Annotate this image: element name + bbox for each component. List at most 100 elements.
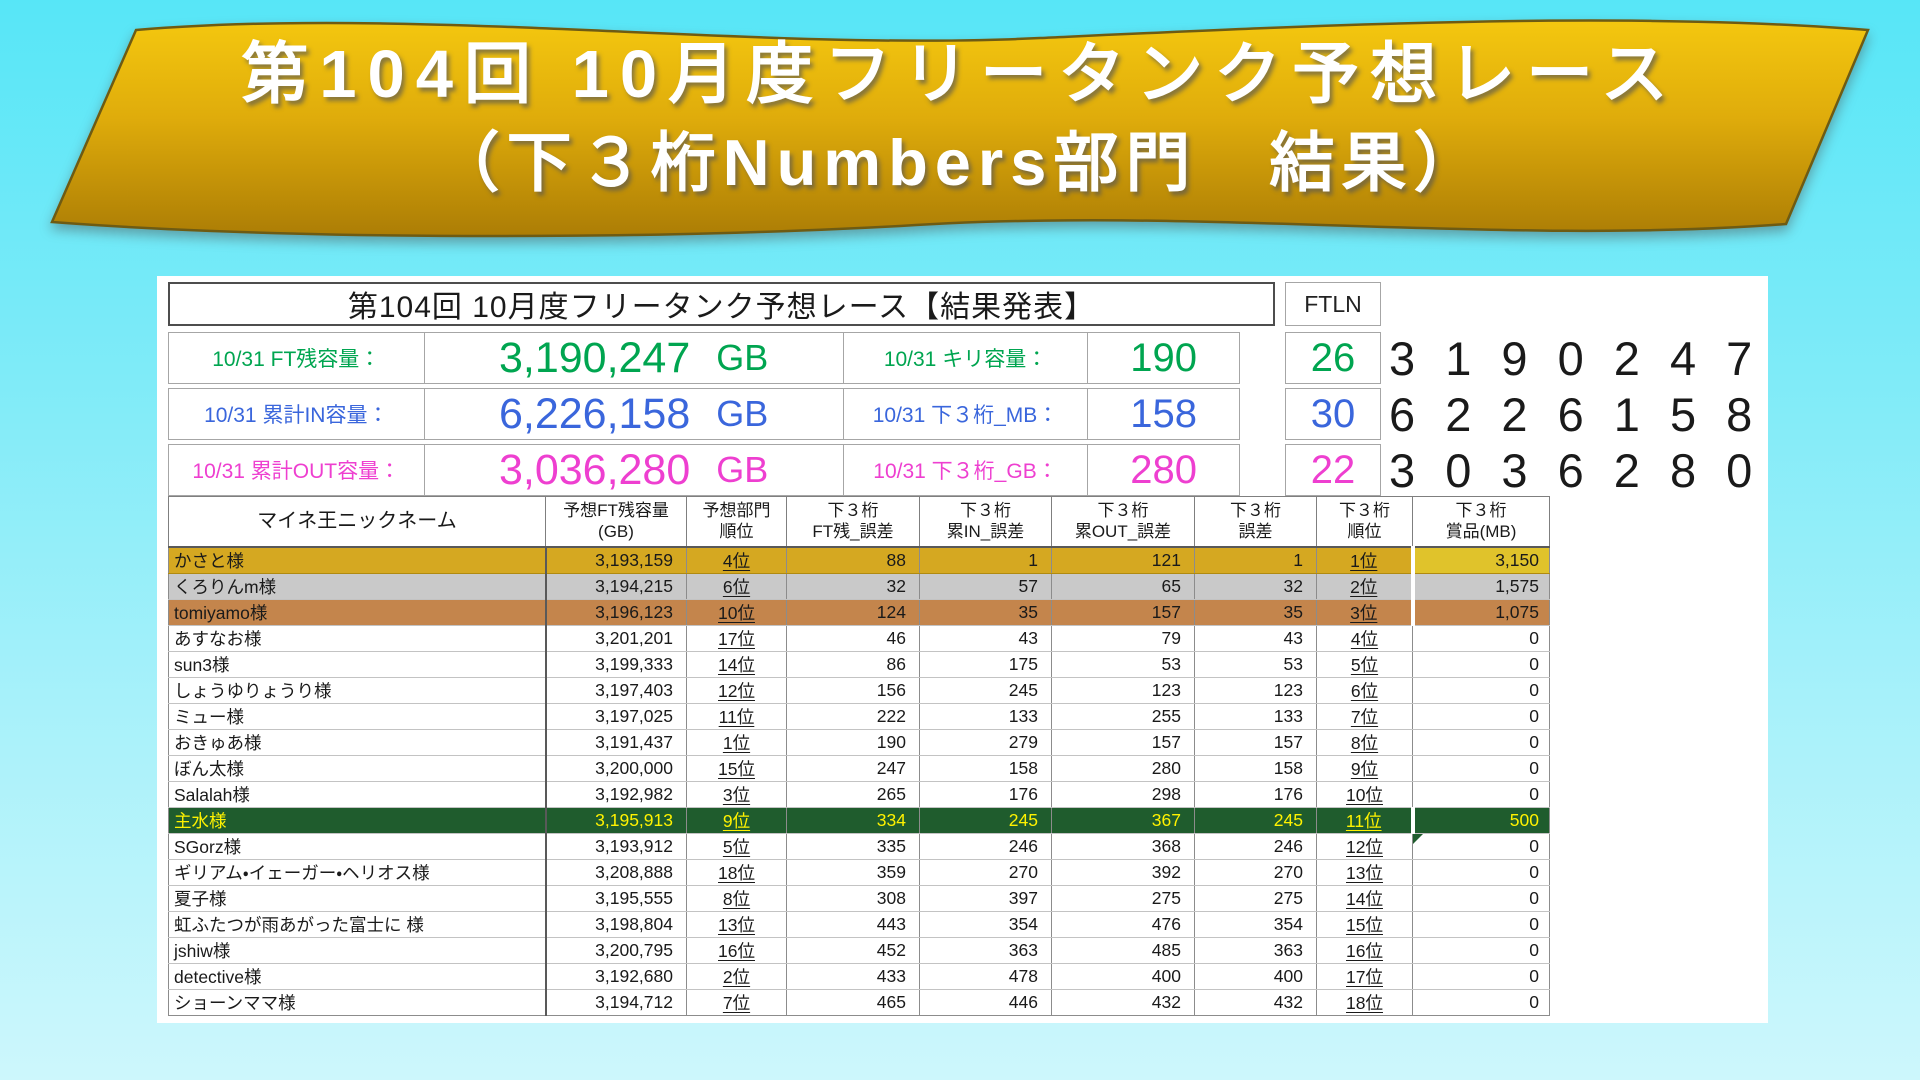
cell-in-err[interactable]: 397 (919, 884, 1052, 912)
cell-err[interactable]: 43 (1194, 624, 1317, 652)
cell-rank[interactable]: 2位 (1316, 572, 1413, 600)
cell-out-err[interactable]: 485 (1051, 936, 1195, 964)
cell-ft-err[interactable]: 335 (786, 832, 920, 860)
cell-capacity[interactable]: 3,197,025 (544, 702, 687, 730)
table-row[interactable]: jshiw様 3,200,795 16位 452 363 485 363 16位… (168, 936, 1550, 964)
cell-err[interactable]: 158 (1194, 754, 1317, 782)
cell-capacity[interactable]: 3,200,795 (544, 936, 687, 964)
cell-err[interactable]: 133 (1194, 702, 1317, 730)
table-row[interactable]: sun3様 3,199,333 14位 86 175 53 53 5位 0 (168, 650, 1550, 678)
cell-in-err[interactable]: 43 (919, 624, 1052, 652)
cell-nickname[interactable]: ギリアム・イェーガー・ヘリオス様 (168, 858, 546, 886)
cell-ft-err[interactable]: 465 (786, 988, 920, 1016)
cell-ft-err[interactable]: 124 (786, 598, 920, 626)
cell-rank[interactable]: 17位 (1316, 962, 1413, 990)
cell-prize[interactable]: 0 (1412, 650, 1550, 678)
cell-capacity[interactable]: 3,195,913 (544, 806, 687, 834)
cell-prize[interactable]: 3,150 (1410, 546, 1550, 574)
cell-dept-rank[interactable]: 4位 (686, 546, 787, 574)
cell-out-err[interactable]: 255 (1051, 702, 1195, 730)
cell-err[interactable]: 245 (1194, 806, 1317, 834)
cell-dept-rank[interactable]: 9位 (686, 806, 787, 834)
cell-in-err[interactable]: 354 (919, 910, 1052, 938)
cell-nickname[interactable]: sun3様 (168, 650, 546, 678)
cell-prize[interactable]: 1,075 (1410, 598, 1550, 626)
cell-in-err[interactable]: 279 (919, 728, 1052, 756)
cell-capacity[interactable]: 3,193,159 (544, 546, 687, 574)
cell-dept-rank[interactable]: 11位 (686, 702, 787, 730)
cell-nickname[interactable]: tomiyamo様 (168, 598, 546, 626)
cell-rank[interactable]: 15位 (1316, 910, 1413, 938)
cell-out-err[interactable]: 121 (1051, 546, 1195, 574)
cell-capacity[interactable]: 3,191,437 (544, 728, 687, 756)
table-row[interactable]: 主水様 3,195,913 9位 334 245 367 245 11位 500 (168, 806, 1550, 834)
table-row[interactable]: ギリアム・イェーガー・ヘリオス様 3,208,888 18位 359 270 3… (168, 858, 1550, 886)
cell-nickname[interactable]: ショーンママ様 (168, 988, 546, 1016)
cell-out-err[interactable]: 476 (1051, 910, 1195, 938)
cell-err[interactable]: 363 (1194, 936, 1317, 964)
cell-prize[interactable]: 0 (1412, 832, 1550, 860)
cell-nickname[interactable]: SGorz様 (168, 832, 546, 860)
cell-dept-rank[interactable]: 15位 (686, 754, 787, 782)
cell-nickname[interactable]: あすなお様 (168, 624, 546, 652)
cell-dept-rank[interactable]: 5位 (686, 832, 787, 860)
cell-err[interactable]: 432 (1194, 988, 1317, 1016)
cell-in-err[interactable]: 57 (919, 572, 1052, 600)
cell-prize[interactable]: 0 (1412, 910, 1550, 938)
cell-rank[interactable]: 12位 (1316, 832, 1413, 860)
cell-rank[interactable]: 8位 (1316, 728, 1413, 756)
cell-err[interactable]: 270 (1194, 858, 1317, 886)
cell-prize[interactable]: 0 (1412, 754, 1550, 782)
table-row[interactable]: 夏子様 3,195,555 8位 308 397 275 275 14位 0 (168, 884, 1550, 912)
cell-dept-rank[interactable]: 18位 (686, 858, 787, 886)
cell-rank[interactable]: 5位 (1316, 650, 1413, 678)
cell-prize[interactable]: 0 (1412, 988, 1550, 1016)
cell-rank[interactable]: 10位 (1316, 780, 1413, 808)
cell-in-err[interactable]: 133 (919, 702, 1052, 730)
table-row[interactable]: ミュー様 3,197,025 11位 222 133 255 133 7位 0 (168, 702, 1550, 730)
cell-prize[interactable]: 0 (1412, 884, 1550, 912)
cell-nickname[interactable]: Salalah様 (168, 780, 546, 808)
cell-prize[interactable]: 1,575 (1410, 572, 1550, 600)
cell-in-err[interactable]: 175 (919, 650, 1052, 678)
cell-in-err[interactable]: 245 (919, 676, 1052, 704)
cell-out-err[interactable]: 392 (1051, 858, 1195, 886)
cell-err[interactable]: 275 (1194, 884, 1317, 912)
cell-dept-rank[interactable]: 12位 (686, 676, 787, 704)
table-row[interactable]: しょうゆりょうり様 3,197,403 12位 156 245 123 123 … (168, 676, 1550, 704)
cell-in-err[interactable]: 35 (919, 598, 1052, 626)
cell-dept-rank[interactable]: 1位 (686, 728, 787, 756)
cell-rank[interactable]: 14位 (1316, 884, 1413, 912)
cell-err[interactable]: 246 (1194, 832, 1317, 860)
cell-nickname[interactable]: detective様 (168, 962, 546, 990)
cell-capacity[interactable]: 3,195,555 (544, 884, 687, 912)
cell-prize[interactable]: 0 (1412, 858, 1550, 886)
cell-rank[interactable]: 16位 (1316, 936, 1413, 964)
cell-dept-rank[interactable]: 7位 (686, 988, 787, 1016)
cell-out-err[interactable]: 368 (1051, 832, 1195, 860)
table-row[interactable]: detective様 3,192,680 2位 433 478 400 400 … (168, 962, 1550, 990)
cell-out-err[interactable]: 432 (1051, 988, 1195, 1016)
cell-out-err[interactable]: 65 (1051, 572, 1195, 600)
cell-nickname[interactable]: 主水様 (168, 806, 546, 834)
table-row[interactable]: SGorz様 3,193,912 5位 335 246 368 246 12位 … (168, 832, 1550, 860)
cell-rank[interactable]: 4位 (1316, 624, 1413, 652)
cell-dept-rank[interactable]: 14位 (686, 650, 787, 678)
cell-out-err[interactable]: 123 (1051, 676, 1195, 704)
cell-out-err[interactable]: 280 (1051, 754, 1195, 782)
cell-prize[interactable]: 500 (1410, 806, 1550, 834)
cell-dept-rank[interactable]: 2位 (686, 962, 787, 990)
cell-nickname[interactable]: 虹ふたつが雨あがった富士に 様 (168, 910, 546, 938)
table-row[interactable]: あすなお様 3,201,201 17位 46 43 79 43 4位 0 (168, 624, 1550, 652)
cell-out-err[interactable]: 367 (1051, 806, 1195, 834)
cell-dept-rank[interactable]: 8位 (686, 884, 787, 912)
cell-out-err[interactable]: 157 (1051, 598, 1195, 626)
cell-ft-err[interactable]: 334 (786, 806, 920, 834)
cell-err[interactable]: 53 (1194, 650, 1317, 678)
cell-ft-err[interactable]: 443 (786, 910, 920, 938)
cell-capacity[interactable]: 3,193,912 (544, 832, 687, 860)
cell-err[interactable]: 35 (1194, 598, 1317, 626)
cell-err[interactable]: 157 (1194, 728, 1317, 756)
cell-capacity[interactable]: 3,199,333 (544, 650, 687, 678)
cell-err[interactable]: 354 (1194, 910, 1317, 938)
